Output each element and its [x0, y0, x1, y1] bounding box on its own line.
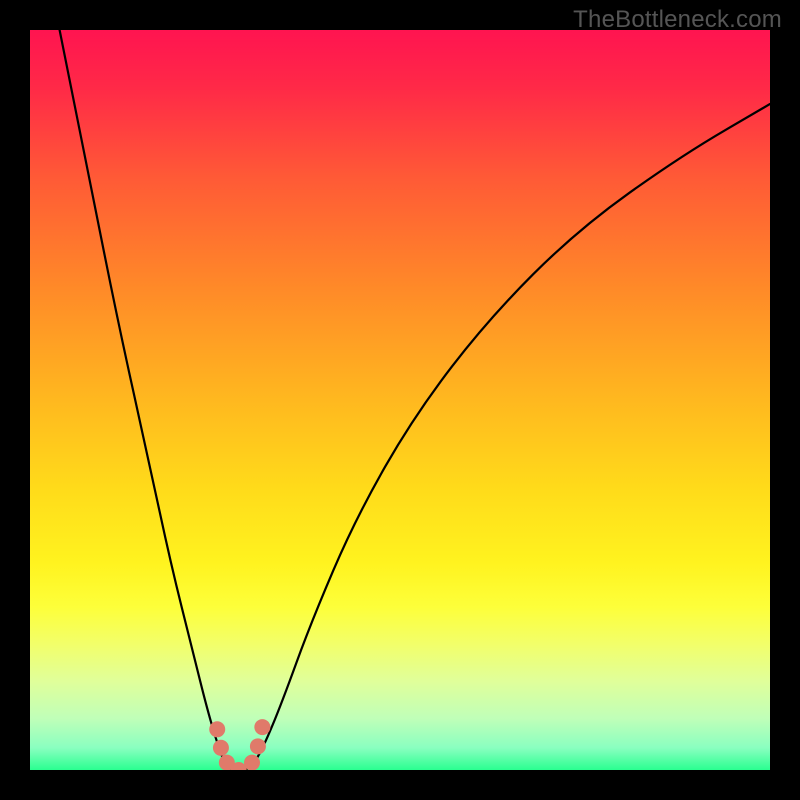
marker-dot	[250, 738, 266, 754]
chart-frame: TheBottleneck.com	[0, 0, 800, 800]
marker-dot	[244, 755, 260, 770]
marker-dot	[213, 740, 229, 756]
marker-dot	[209, 721, 225, 737]
marker-dot	[254, 719, 270, 735]
plot-area	[30, 30, 770, 770]
chart-svg	[30, 30, 770, 770]
gradient-background	[30, 30, 770, 770]
